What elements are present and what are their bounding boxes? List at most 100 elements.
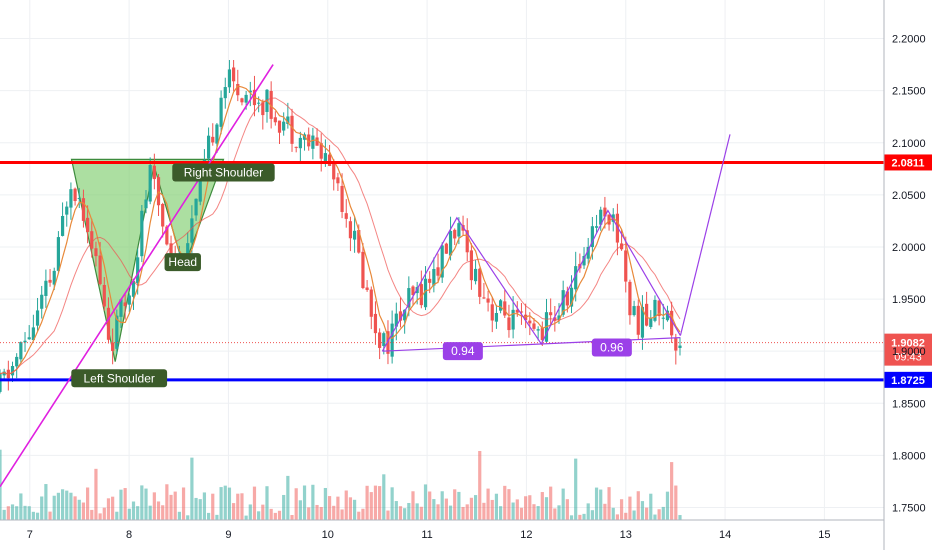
volume-bar <box>461 506 465 520</box>
x-tick-label: 9 <box>225 529 231 541</box>
candle-body <box>232 67 236 82</box>
candle-body <box>90 231 94 249</box>
moving-average-slow <box>0 97 681 376</box>
candle-body <box>469 250 474 281</box>
annotation-bg[interactable] <box>71 369 168 388</box>
volume-bar <box>115 511 119 520</box>
candle-body <box>282 121 286 131</box>
candle-body <box>590 226 594 248</box>
volume-bar <box>603 503 607 520</box>
volume-bar <box>494 493 499 520</box>
volume-bar <box>636 491 640 520</box>
volume-bar <box>619 499 624 520</box>
volume-bar <box>332 505 336 520</box>
candle-body <box>186 243 190 261</box>
candle-body <box>244 94 248 103</box>
x-tick-label: 15 <box>818 529 830 541</box>
candle-body <box>19 341 23 360</box>
annotations[interactable]: Right Shoulder Head Left Shoulder 0.94 0.96 <box>71 163 632 388</box>
volume-bar <box>240 493 244 520</box>
annotation-label[interactable]: Right Shoulder <box>184 165 263 179</box>
candle-body <box>678 345 682 348</box>
annotation-label[interactable]: Head <box>168 255 197 269</box>
volume-bar <box>478 450 482 520</box>
volume-bar <box>236 493 240 520</box>
candle-body <box>15 356 19 367</box>
volume-bar <box>206 512 211 520</box>
candle-body <box>2 371 6 376</box>
candle-body <box>561 290 565 315</box>
volume-bar <box>390 487 394 520</box>
volume-bar <box>198 499 202 520</box>
candle-body <box>48 279 52 283</box>
candle-body <box>119 299 123 317</box>
volume-bar <box>181 487 186 520</box>
candle-body <box>348 221 353 239</box>
volume-bar <box>665 491 670 520</box>
annotation-label[interactable]: Left Shoulder <box>83 371 154 385</box>
candle-body <box>361 251 365 289</box>
candle-body <box>519 311 524 313</box>
volume-bar <box>223 485 227 520</box>
candle-body <box>423 278 428 308</box>
countdown-label: 09:43 <box>894 352 922 364</box>
volume-bar <box>65 490 69 520</box>
volume-bar <box>19 493 23 520</box>
annotation-bg[interactable] <box>172 163 275 182</box>
volume-bar <box>261 504 265 520</box>
candle-body <box>394 313 398 327</box>
volume-bar <box>403 508 407 520</box>
candle-body <box>599 209 603 225</box>
candle-body <box>127 295 131 305</box>
candle-body <box>10 366 15 376</box>
annotation-label[interactable]: 0.96 <box>600 341 624 355</box>
volume-bar <box>678 515 682 520</box>
candle-body <box>369 289 373 317</box>
projection-line[interactable] <box>679 134 731 336</box>
annotation-bg[interactable] <box>591 338 632 357</box>
volume-bar <box>127 508 131 520</box>
candle-body <box>136 257 140 283</box>
y-tick-label: 2.1000 <box>892 138 926 150</box>
candle-body <box>603 207 607 217</box>
annotation-bg[interactable] <box>164 253 201 272</box>
candle-body <box>257 102 261 104</box>
volume-bars <box>0 449 682 520</box>
y-tick-label: 2.0000 <box>892 242 926 254</box>
volume-bar <box>432 499 436 520</box>
candle-body <box>190 218 194 243</box>
volume-bar <box>415 503 419 520</box>
volume-bar <box>465 504 469 520</box>
candle-body <box>261 102 265 116</box>
candle-body <box>298 137 302 149</box>
volume-bar <box>524 496 528 520</box>
volume-bar <box>444 498 448 520</box>
volume-bar <box>215 514 219 520</box>
candle-body <box>240 98 244 103</box>
volume-bar <box>369 492 373 520</box>
candle-body <box>286 116 290 124</box>
volume-bar <box>286 475 290 520</box>
volume-bar <box>277 510 282 520</box>
volume-bar <box>594 487 599 520</box>
candle-body <box>507 317 511 331</box>
volume-bar <box>211 493 215 520</box>
candle-body <box>499 300 503 311</box>
candle-body <box>357 230 361 253</box>
trendline[interactable] <box>0 64 274 488</box>
annotation-bg[interactable] <box>442 342 483 361</box>
annotation-label[interactable]: 0.94 <box>451 344 475 358</box>
horizontal-levels[interactable]: 2.0811 1.8725 1.9082 09:43 <box>0 154 932 388</box>
volume-bar <box>94 468 98 520</box>
volume-bar <box>528 495 532 520</box>
candle-body <box>494 312 499 322</box>
volume-bar <box>469 497 474 520</box>
volume-bar <box>599 489 603 520</box>
volume-bar <box>357 511 361 520</box>
volume-bar <box>670 462 674 520</box>
candle-body <box>607 214 611 225</box>
candles <box>0 59 682 394</box>
candle-body <box>419 284 423 306</box>
